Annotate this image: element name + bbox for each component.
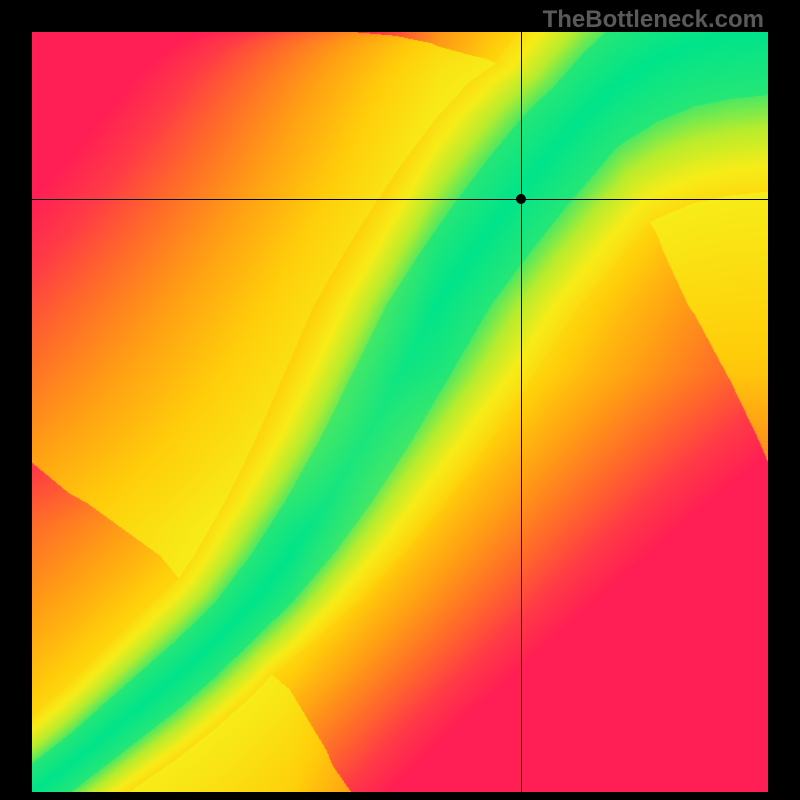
crosshair-horizontal xyxy=(32,199,768,200)
crosshair-vertical xyxy=(521,32,522,792)
heatmap-plot xyxy=(32,32,768,792)
heatmap-canvas xyxy=(32,32,768,792)
watermark-text: TheBottleneck.com xyxy=(543,6,764,34)
chart-container: { "watermark": { "text": "TheBottleneck.… xyxy=(0,0,800,800)
